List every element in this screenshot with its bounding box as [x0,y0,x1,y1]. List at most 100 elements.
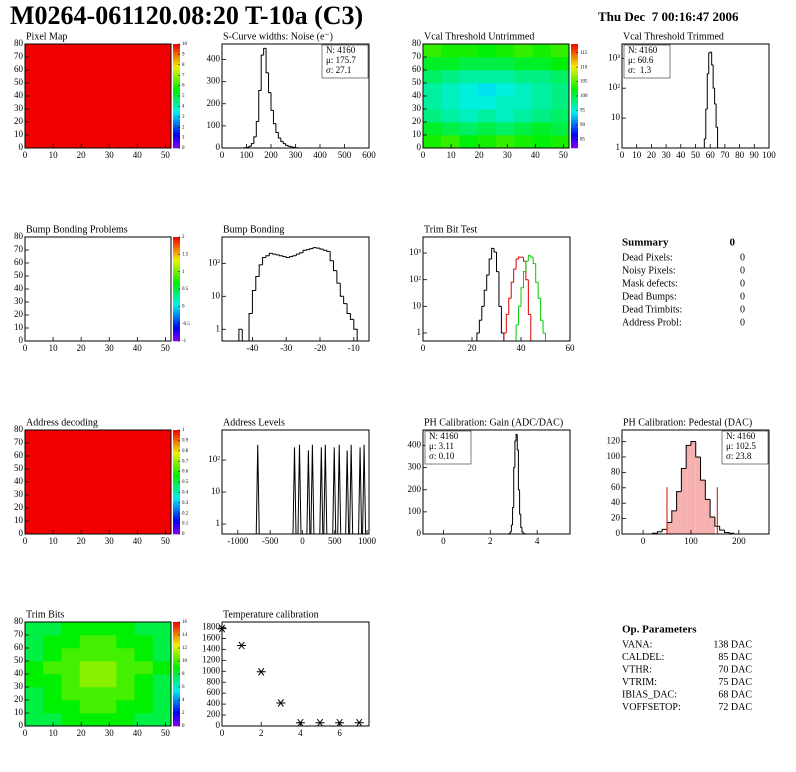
x-tick-label: 600 [362,150,376,160]
colorbar-strip [173,291,180,295]
colorbar-label: 0.5 [182,480,189,485]
colorbar-strip [571,137,578,141]
colorbar-strip [173,142,180,146]
colorbar-strip [173,430,180,433]
colorbar-label: 9 [182,53,185,58]
x-tick-label: 40 [531,150,541,160]
heat-cell [550,109,570,123]
y-tick-label: 10 [211,486,221,496]
stats-box [721,430,769,465]
bar-fill [676,491,682,534]
colorbar-strip [173,252,180,256]
colorbar-label: 0.6 [182,470,189,475]
stats-line: μ: 175.7 [326,55,356,65]
x-tick-label: 30 [105,728,115,738]
summary-label: Dead Trimbits: [622,304,682,315]
hist-bin [676,491,682,511]
colorbar-strip [173,445,180,449]
colorbar-strip [173,127,180,131]
hist-bin [530,314,534,342]
stats-line: N: 4160 [726,431,756,441]
heat-cell [98,674,117,688]
hist-bin [540,298,544,321]
x-tick-label: 100 [684,536,698,546]
y-tick-label: 0 [616,528,621,538]
heat-cell [61,713,81,727]
heat-cell [25,700,44,714]
heat-cell [496,70,515,84]
heat-cell [98,622,117,636]
colorbar-strip [173,124,180,128]
heat-cell [61,635,81,649]
hist-bin [522,531,525,534]
y-tick-label: 100 [607,451,621,461]
hist-bin [251,289,256,314]
hist-bin [491,247,495,259]
stats-line: μ: 60.6 [628,55,654,65]
heat-cell [116,635,135,649]
colorbar-strip [571,135,578,138]
y-tick-label: 400 [207,698,221,708]
colorbar-strip [173,302,180,305]
colorbar-strip [173,692,180,696]
x-tick-label: 80 [735,150,745,160]
heat-cell [514,83,533,97]
panel-title: Trim Bit Test [424,224,477,235]
param-value: 75 DAC [718,677,752,688]
colorbar-strip [173,487,180,491]
heat-cell [441,122,460,136]
heat-cell [459,135,479,149]
colorbar-strip [173,307,180,311]
hist-bin [508,297,512,315]
heat-cell [459,83,479,97]
hist-bin [510,281,514,299]
y-tick-label: 10 [412,300,422,310]
y-tick-label: 10² [208,454,220,464]
colorbar-strip [173,93,180,97]
y-tick-label: 10 [611,112,621,122]
colorbar-label: 6 [182,84,185,89]
x-tick-label: -1000 [227,536,248,546]
colorbar-strip [173,697,180,701]
hist-bin [527,279,531,315]
y-tick-label: 70 [14,51,24,61]
y-tick-label: 40 [14,90,24,100]
colorbar-strip [173,129,180,133]
colorbar-label: 1 [182,270,185,275]
hist-bin [285,143,289,146]
hist-bin [275,254,280,256]
hist-bin [322,249,327,251]
y-tick-label: 60 [14,257,24,267]
spike [297,444,302,535]
x-tick-label: 500 [338,150,352,160]
colorbar-strip [173,255,180,259]
stats-line: σ: 0.10 [429,451,455,461]
colorbar-strip [173,713,180,716]
heat-cell [514,109,533,123]
colorbar-strip [571,83,578,86]
x-tick-label: 10 [632,150,642,160]
hist-bin [295,253,300,256]
y-tick-label: 1200 [202,654,221,664]
x-tick-label: 10 [49,536,59,546]
colorbar-strip [173,333,180,337]
hist-bin [706,73,709,110]
heat-cell [550,44,570,58]
y-tick-label: 1400 [202,643,221,653]
heat-cell [441,70,460,84]
colorbar-strip [571,98,578,102]
colorbar-strip [173,456,180,459]
heat-cell [550,96,570,110]
colorbar-strip [173,658,180,662]
heat-cell [79,661,99,675]
y-tick-label: 0 [417,142,422,152]
colorbar-label: 4 [182,698,185,703]
summary-label: Address Probl: [622,317,682,328]
spike [323,444,328,535]
y-tick-label: 100 [207,120,221,130]
colorbar-strip [173,98,180,102]
y-tick-label: 80 [14,38,24,48]
x-tick-label: 20 [77,150,87,160]
colorbar-strip [173,257,180,261]
y-tick-label: 10 [211,290,221,300]
